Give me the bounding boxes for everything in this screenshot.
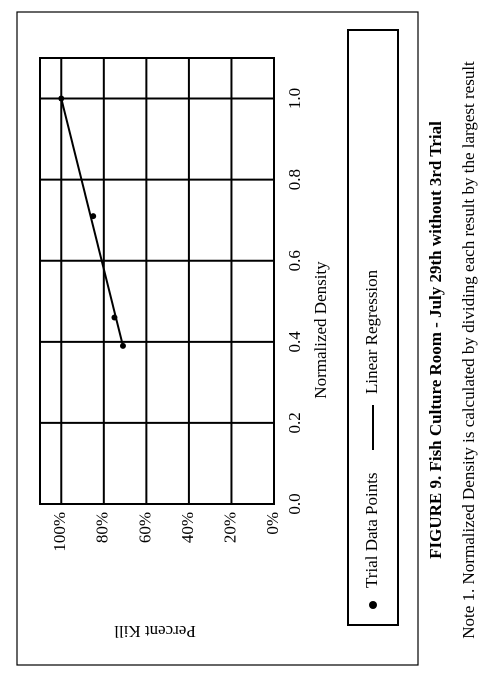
regression-line [60, 98, 124, 347]
y-tick-label: 100% [50, 512, 69, 552]
figure-border [16, 11, 419, 666]
y-tick-label: 40% [178, 512, 197, 543]
y-tick-label: 80% [93, 512, 112, 543]
x-tick-label: 0.6 [285, 250, 304, 271]
figure-note: Note 1. Normalized Density is calculated… [459, 61, 478, 639]
rotated-figure: Normalized Density Percent Kill FIGURE 9… [16, 11, 478, 666]
legend-box [347, 29, 399, 626]
x-tick-label: 1.0 [285, 88, 304, 109]
y-axis-title: Percent Kill [114, 622, 196, 641]
y-tick-label: 0% [263, 512, 282, 535]
x-tick-label: 0.8 [285, 169, 304, 190]
x-tick-label: 0.0 [285, 493, 304, 514]
x-tick-label: 0.4 [285, 331, 304, 353]
x-axis-title: Normalized Density [311, 261, 330, 399]
legend-marker [369, 601, 377, 609]
y-tick-label: 20% [220, 512, 239, 543]
y-tick-label: 60% [135, 512, 154, 543]
x-tick-label: 0.2 [285, 412, 304, 433]
legend-label: Trial Data Points [362, 472, 381, 588]
legend-label: Linear Regression [362, 269, 381, 394]
figure-caption: FIGURE 9. Fish Culture Room - July 29th … [426, 121, 445, 559]
plot-frame [39, 57, 275, 505]
